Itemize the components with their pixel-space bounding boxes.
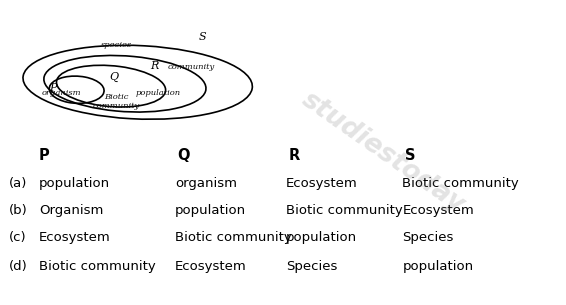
Text: population: population <box>39 178 110 190</box>
Text: population: population <box>175 204 246 217</box>
Text: (b): (b) <box>8 204 27 217</box>
Text: Biotic community: Biotic community <box>175 231 291 244</box>
Text: S: S <box>405 148 415 163</box>
Text: organism: organism <box>175 178 237 190</box>
Text: P: P <box>49 83 57 93</box>
Text: organism: organism <box>41 89 81 97</box>
Text: Biotic community: Biotic community <box>39 260 156 273</box>
Text: P: P <box>39 148 50 163</box>
Text: studiestoday: studiestoday <box>297 87 469 218</box>
Text: Biotic
community: Biotic community <box>93 93 140 110</box>
Text: population: population <box>136 89 181 97</box>
Text: Species: Species <box>402 231 453 244</box>
Text: Ecosystem: Ecosystem <box>402 204 474 217</box>
Text: (d): (d) <box>8 260 27 273</box>
Text: (a): (a) <box>8 178 27 190</box>
Text: S: S <box>199 31 207 41</box>
Text: R: R <box>289 148 300 163</box>
Text: population: population <box>286 231 357 244</box>
Text: Biotic community: Biotic community <box>402 178 519 190</box>
Text: Ecosystem: Ecosystem <box>39 231 111 244</box>
Text: Species: Species <box>286 260 337 273</box>
Text: population: population <box>402 260 473 273</box>
Text: R: R <box>150 61 158 71</box>
Text: Biotic community: Biotic community <box>286 204 402 217</box>
Text: community: community <box>168 63 215 71</box>
Text: (c): (c) <box>8 231 26 244</box>
Text: Organism: Organism <box>39 204 104 217</box>
Text: Ecosystem: Ecosystem <box>175 260 247 273</box>
Text: Q: Q <box>110 72 119 82</box>
Text: species: species <box>101 41 132 49</box>
Text: Ecosystem: Ecosystem <box>286 178 358 190</box>
Text: Q: Q <box>178 148 190 163</box>
